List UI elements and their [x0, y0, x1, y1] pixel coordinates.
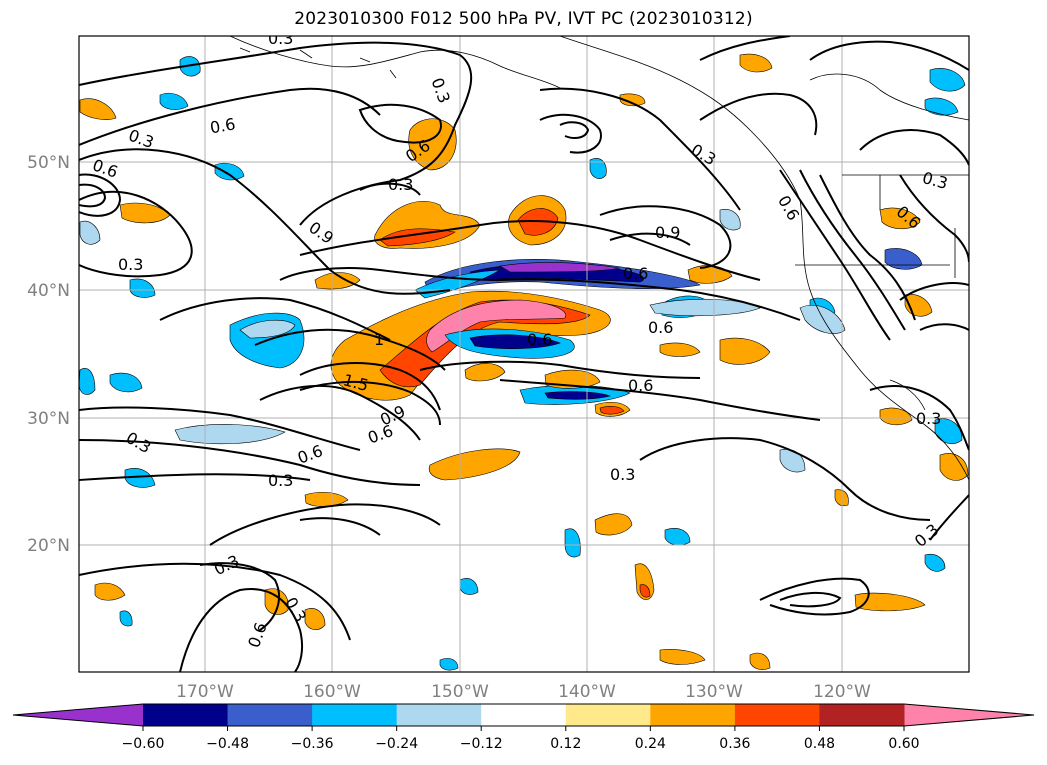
colorbar-extend-min	[13, 704, 143, 726]
lat-tick-label: 50°N	[27, 153, 70, 173]
lat-tick-label: 20°N	[27, 536, 70, 556]
contour-label: 0.6	[527, 330, 552, 349]
contour-label: 1	[374, 330, 384, 349]
map-frame	[78, 35, 970, 673]
lon-tick-label: 140°W	[558, 682, 616, 702]
pv-shading	[79, 53, 969, 671]
colorbar-bin	[650, 704, 736, 726]
colorbar-tick-label: −0.48	[206, 736, 249, 752]
contour-label: 0.3	[916, 409, 941, 428]
colorbar-tick-label: 0.24	[635, 736, 666, 752]
lon-tick-label: 150°W	[431, 682, 489, 702]
lon-axis: 170°W 160°W 150°W 140°W 130°W 120°W	[176, 682, 871, 702]
colorbar-bin	[565, 704, 651, 726]
lon-tick-label: 160°W	[303, 682, 361, 702]
lon-tick-label: 120°W	[813, 682, 871, 702]
colorbar-tick-label: −0.24	[375, 736, 418, 752]
contour-label: 0.3	[388, 175, 413, 194]
colorbar-bin	[396, 704, 482, 726]
colorbar: −0.60 −0.48 −0.36 −0.24 −0.12 0.12 0.24 0.36 0.4…	[12, 703, 1035, 752]
contour-label: 0.6	[648, 318, 673, 337]
lat-axis: 50°N 40°N 30°N 20°N	[27, 153, 70, 556]
colorbar-extend-max	[904, 704, 1034, 726]
lat-tick-label: 30°N	[27, 409, 70, 429]
map-title: 2023010300 F012 500 hPa PV, IVT PC (2023…	[294, 9, 753, 29]
colorbar-tick-label: 0.60	[888, 736, 919, 752]
contour-label: 0.9	[655, 223, 680, 242]
colorbar-tick-label: −0.36	[291, 736, 334, 752]
colorbar-bin	[143, 704, 229, 726]
colorbar-tick-label: 0.48	[804, 736, 835, 752]
colorbar-bin	[734, 704, 820, 726]
colorbar-bin	[227, 704, 313, 726]
contour-label: 0.3	[610, 465, 635, 484]
colorbar-tick-label: −0.12	[460, 736, 503, 752]
colorbar-tick-label: 0.12	[550, 736, 581, 752]
colorbar-bin	[481, 704, 567, 726]
coastlines	[229, 36, 969, 481]
contour-label: 0.6	[628, 376, 653, 395]
contour-label: 0.3	[268, 471, 293, 490]
colorbar-tick-label: 0.36	[719, 736, 750, 752]
lat-tick-label: 40°N	[27, 281, 70, 301]
contour-label: 0.6	[208, 114, 236, 137]
contour-label: 0.6	[623, 264, 648, 283]
ivt-contours	[79, 36, 969, 672]
colorbar-bin	[312, 704, 398, 726]
colorbar-tick-label: −0.60	[122, 736, 165, 752]
graticule	[79, 36, 969, 672]
lon-tick-label: 170°W	[176, 682, 234, 702]
colorbar-bin	[819, 704, 905, 726]
lon-tick-label: 130°W	[685, 682, 743, 702]
contour-label: 0.3	[118, 255, 143, 274]
contour-label: 0.3	[268, 29, 293, 48]
